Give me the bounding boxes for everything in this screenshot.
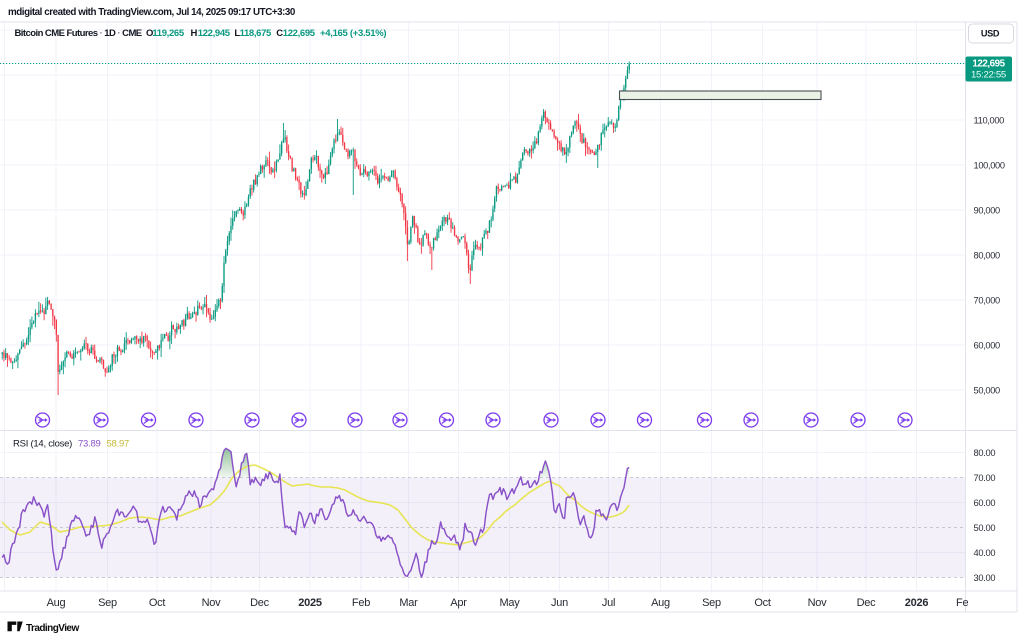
svg-text:TradingView: TradingView: [26, 623, 79, 634]
svg-text:50.00: 50.00: [974, 523, 996, 533]
svg-text:mdigital created with TradingV: mdigital created with TradingView.com, J…: [8, 7, 296, 18]
svg-text:70.00: 70.00: [974, 473, 996, 483]
svg-text:Bitcoin CME Futures · 1D · CME: Bitcoin CME Futures · 1D · CME O119,265 H1…: [15, 28, 387, 39]
svg-text:Sep: Sep: [98, 597, 117, 609]
svg-text:Nov: Nov: [202, 597, 222, 609]
svg-text:70,000: 70,000: [974, 296, 1001, 306]
svg-text:2025: 2025: [298, 597, 322, 609]
svg-text:Aug: Aug: [47, 597, 66, 609]
svg-text:Feb: Feb: [352, 597, 370, 609]
svg-text:90,000: 90,000: [974, 206, 1001, 216]
svg-text:110,000: 110,000: [974, 116, 1005, 126]
svg-text:80,000: 80,000: [974, 251, 1001, 261]
svg-text:2026: 2026: [905, 597, 929, 609]
svg-text:100,000: 100,000: [974, 161, 1005, 171]
svg-text:60.00: 60.00: [974, 498, 996, 508]
svg-text:May: May: [499, 597, 520, 609]
svg-text:Oct: Oct: [754, 597, 771, 609]
svg-text:30.00: 30.00: [974, 573, 996, 583]
svg-text:Apr: Apr: [450, 597, 467, 609]
svg-text:Jul: Jul: [602, 597, 615, 609]
svg-text:USD: USD: [981, 29, 1000, 39]
svg-text:Jun: Jun: [551, 597, 568, 609]
svg-text:Mar: Mar: [399, 597, 418, 609]
svg-text:Aug: Aug: [651, 597, 670, 609]
svg-text:15:22:55: 15:22:55: [971, 70, 1006, 81]
svg-text:60,000: 60,000: [974, 341, 1001, 351]
svg-text:Dec: Dec: [250, 597, 270, 609]
svg-text:Sep: Sep: [702, 597, 721, 609]
svg-text:50,000: 50,000: [974, 386, 1001, 396]
svg-text:80.00: 80.00: [974, 448, 996, 458]
svg-text:Nov: Nov: [808, 597, 828, 609]
svg-text:Oct: Oct: [149, 597, 166, 609]
svg-text:40.00: 40.00: [974, 548, 996, 558]
svg-text:Dec: Dec: [857, 597, 877, 609]
svg-text:Fe: Fe: [956, 597, 968, 609]
svg-text:122,695: 122,695: [972, 59, 1005, 70]
